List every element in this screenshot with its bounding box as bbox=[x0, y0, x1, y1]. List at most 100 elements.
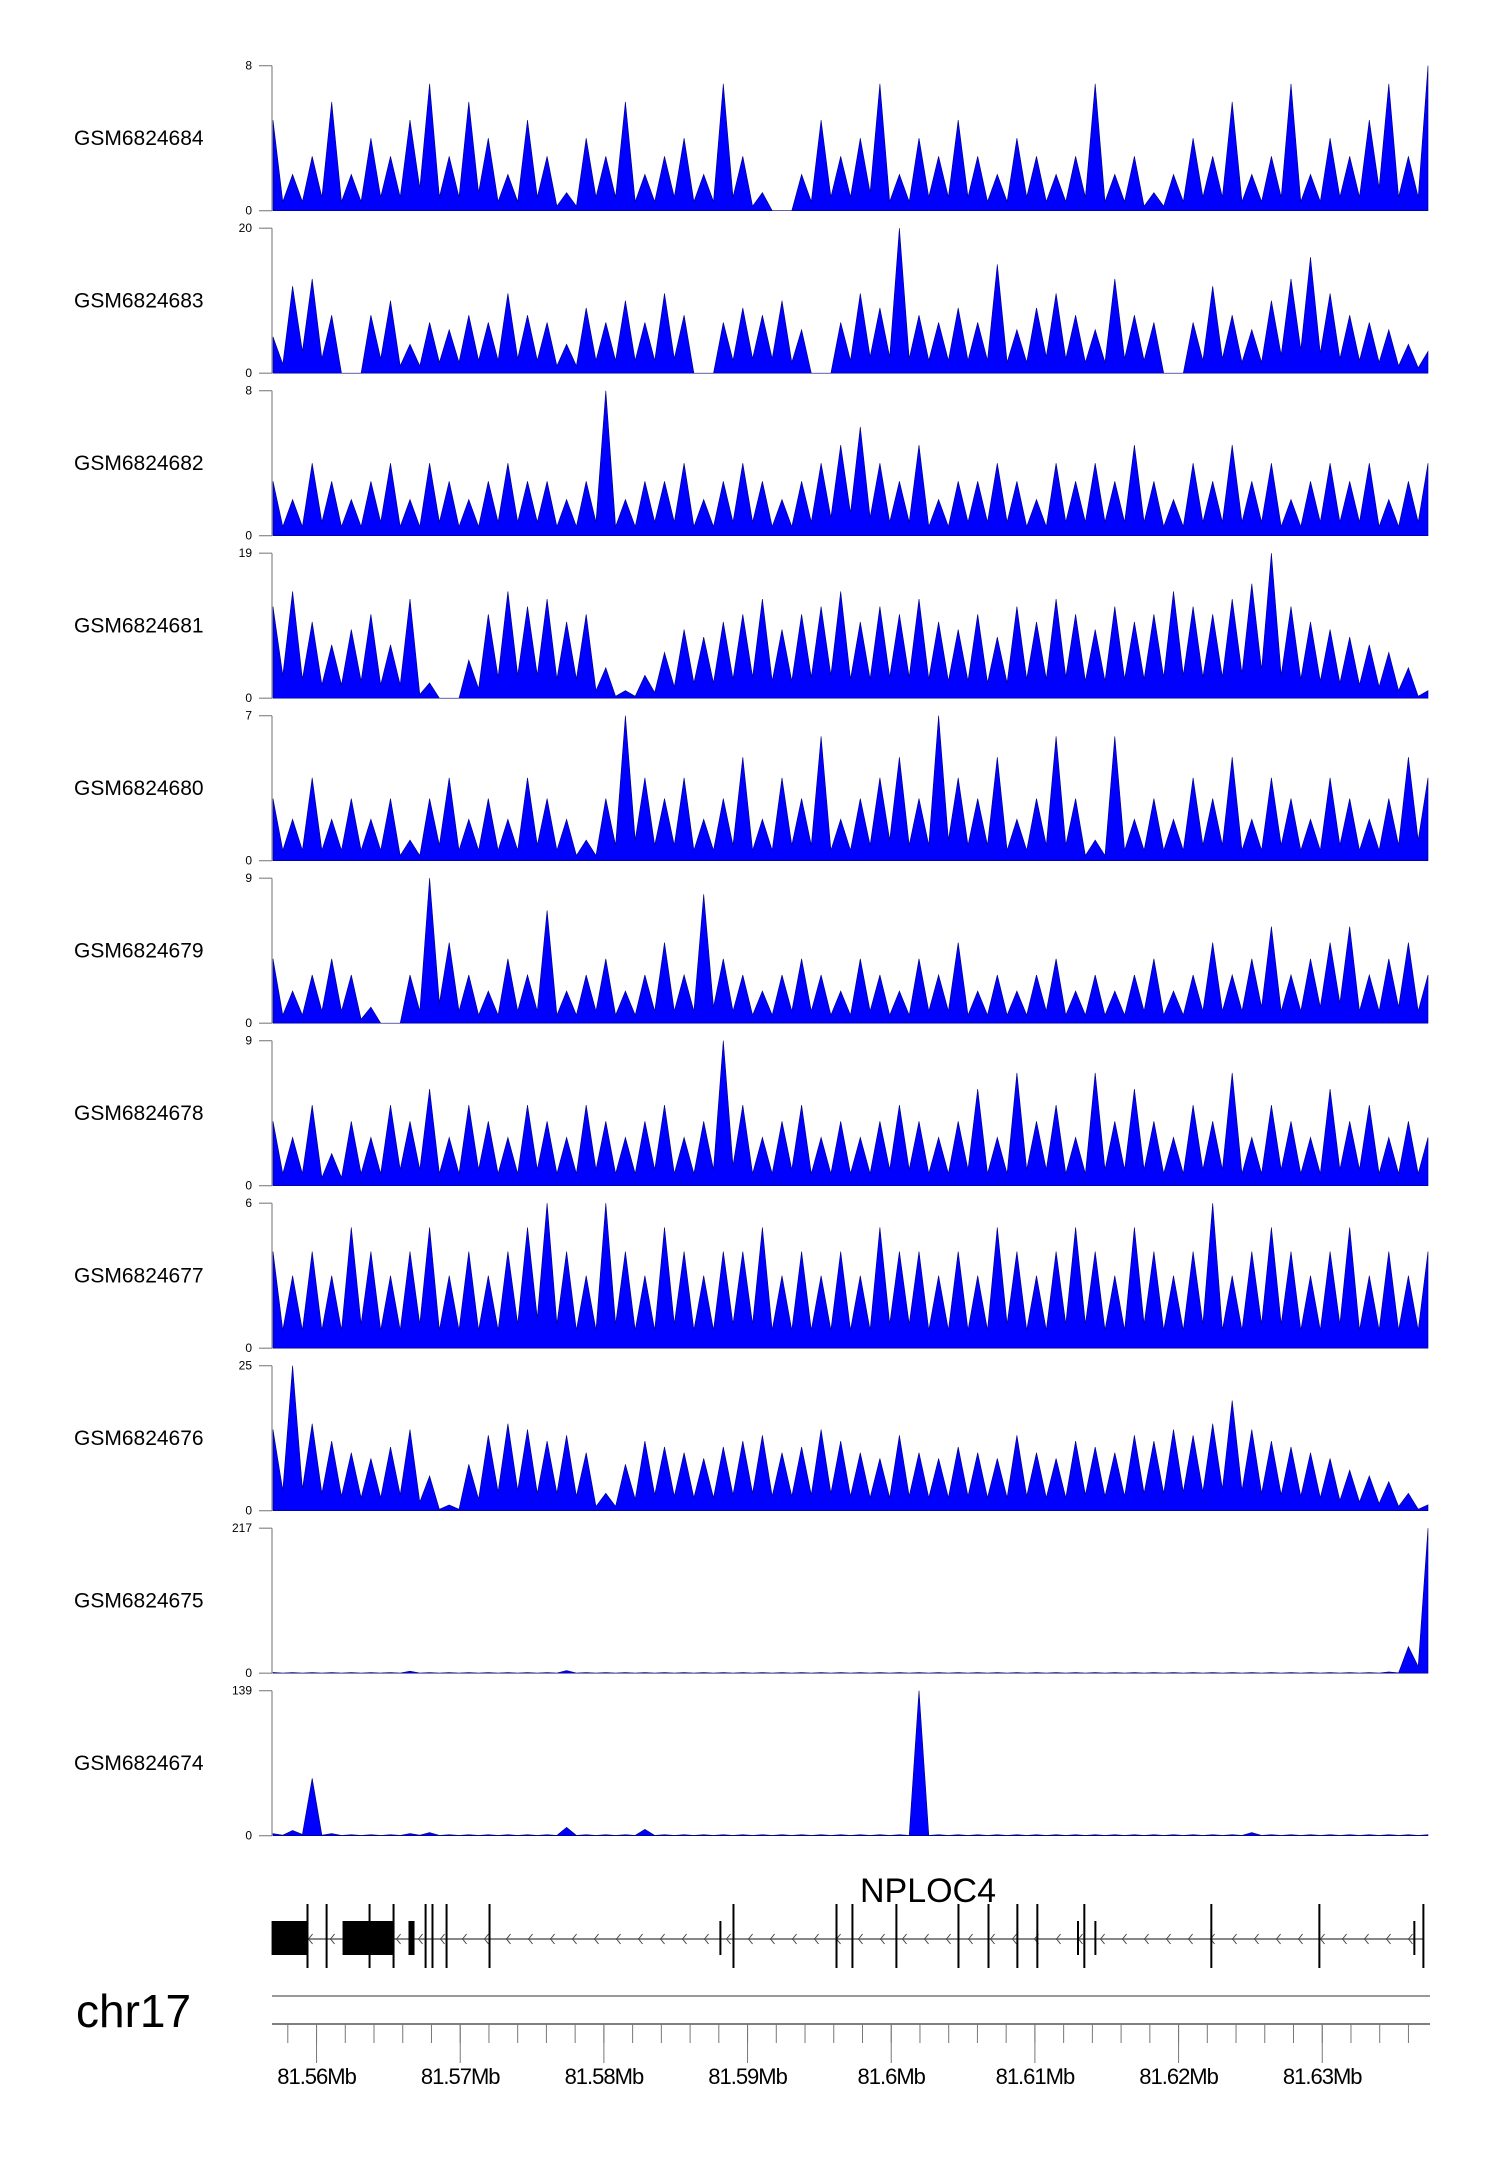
exon bbox=[342, 1921, 394, 1955]
strand-arrow-icon bbox=[439, 1933, 445, 1945]
coverage-area bbox=[272, 1040, 1429, 1186]
strand-arrow-icon bbox=[659, 1933, 665, 1945]
strand-arrow-icon bbox=[417, 1933, 423, 1945]
strand-arrow-icon bbox=[571, 1933, 577, 1945]
coverage-area bbox=[272, 715, 1429, 861]
strand-arrow-icon bbox=[681, 1933, 687, 1945]
y-tick-label-max: 9 bbox=[245, 1034, 252, 1048]
gene-track: NPLOC4 bbox=[271, 1872, 1425, 1968]
y-tick-label-min: 0 bbox=[245, 204, 252, 218]
strand-arrow-icon bbox=[1253, 1933, 1259, 1945]
strand-arrow-icon bbox=[1143, 1933, 1149, 1945]
y-tick-label-max: 20 bbox=[239, 221, 253, 235]
strand-arrow-icon bbox=[307, 1933, 313, 1945]
coverage-area bbox=[272, 553, 1429, 699]
strand-arrow-icon bbox=[857, 1933, 863, 1945]
y-tick-label-max: 19 bbox=[239, 546, 253, 560]
strand-arrow-icon bbox=[901, 1933, 907, 1945]
track-label: GSM6824675 bbox=[74, 1590, 204, 1613]
strand-arrow-icon bbox=[483, 1933, 489, 1945]
strand-arrow-icon bbox=[1385, 1933, 1391, 1945]
strand-arrow-icon bbox=[1297, 1933, 1303, 1945]
coverage-area bbox=[272, 390, 1429, 536]
x-tick-label: 81.56Mb bbox=[277, 2064, 356, 2089]
y-tick-label-min: 0 bbox=[245, 1016, 252, 1030]
coverage-area bbox=[272, 1203, 1429, 1349]
track-label: GSM6824678 bbox=[74, 1102, 204, 1125]
track-GSM6824683: GSM6824683 20 0 bbox=[74, 221, 1429, 380]
track-label: GSM6824677 bbox=[74, 1265, 204, 1288]
track-label: GSM6824684 bbox=[74, 127, 204, 150]
track-label: GSM6824680 bbox=[74, 777, 204, 800]
exon bbox=[408, 1921, 415, 1955]
strand-arrow-icon bbox=[637, 1933, 643, 1945]
track-label: GSM6824682 bbox=[74, 452, 204, 475]
x-tick-label: 81.62Mb bbox=[1139, 2064, 1218, 2089]
y-tick-label-min: 0 bbox=[245, 1341, 252, 1355]
y-tick-label-max: 9 bbox=[245, 871, 252, 885]
strand-arrow-icon bbox=[1407, 1933, 1413, 1945]
x-tick-label: 81.6Mb bbox=[858, 2064, 926, 2089]
x-tick-label: 81.58Mb bbox=[565, 2064, 644, 2089]
strand-arrow-icon bbox=[813, 1933, 819, 1945]
y-tick-label-min: 0 bbox=[245, 691, 252, 705]
strand-arrow-icon bbox=[1121, 1933, 1127, 1945]
x-tick-label: 81.61Mb bbox=[996, 2064, 1075, 2089]
track-GSM6824679: GSM6824679 9 0 bbox=[74, 871, 1429, 1030]
y-tick-label-max: 217 bbox=[232, 1521, 252, 1535]
track-label: GSM6824679 bbox=[74, 940, 204, 963]
track-GSM6824676: GSM6824676 25 0 bbox=[74, 1359, 1429, 1518]
chromosome-label: chr17 bbox=[76, 1985, 191, 2037]
track-GSM6824684: GSM6824684 8 0 bbox=[74, 59, 1429, 218]
strand-arrow-icon bbox=[1319, 1933, 1325, 1945]
track-GSM6824674: GSM6824674 139 0 bbox=[74, 1684, 1429, 1843]
track-label: GSM6824674 bbox=[74, 1752, 204, 1775]
y-tick-label-max: 25 bbox=[239, 1359, 253, 1373]
y-tick-label-min: 0 bbox=[245, 1504, 252, 1518]
y-tick-label-min: 0 bbox=[245, 366, 252, 380]
y-tick-label-min: 0 bbox=[245, 854, 252, 868]
track-label: GSM6824681 bbox=[74, 615, 204, 638]
strand-arrow-icon bbox=[395, 1933, 401, 1945]
strand-arrow-icon bbox=[791, 1933, 797, 1945]
strand-arrow-icon bbox=[1165, 1933, 1171, 1945]
strand-arrow-icon bbox=[1099, 1933, 1105, 1945]
track-GSM6824678: GSM6824678 9 0 bbox=[74, 1034, 1429, 1193]
strand-arrow-icon bbox=[725, 1933, 731, 1945]
genome-axis: 81.56Mb 81.57Mb 81.58Mb 81.59Mb 81.6Mb 81.61M… bbox=[272, 1995, 1430, 2089]
strand-arrow-icon bbox=[1011, 1933, 1017, 1945]
y-tick-label-min: 0 bbox=[245, 1179, 252, 1193]
strand-arrow-icon bbox=[879, 1933, 885, 1945]
strand-arrow-icon bbox=[527, 1933, 533, 1945]
coverage-area bbox=[272, 1365, 1429, 1511]
strand-arrow-icon bbox=[989, 1933, 995, 1945]
strand-arrow-icon bbox=[1363, 1933, 1369, 1945]
strand-arrow-icon bbox=[703, 1933, 709, 1945]
strand-arrow-icon bbox=[747, 1933, 753, 1945]
x-tick-label: 81.59Mb bbox=[708, 2064, 787, 2089]
strand-arrow-icon bbox=[329, 1933, 335, 1945]
strand-arrow-icon bbox=[1055, 1933, 1061, 1945]
strand-arrow-icon bbox=[1231, 1933, 1237, 1945]
coverage-area bbox=[272, 228, 1429, 374]
strand-arrow-icon bbox=[1275, 1933, 1281, 1945]
track-GSM6824681: GSM6824681 19 0 bbox=[74, 546, 1429, 705]
track-GSM6824675: GSM6824675 217 0 bbox=[74, 1521, 1429, 1680]
strand-arrow-icon bbox=[945, 1933, 951, 1945]
track-GSM6824682: GSM6824682 8 0 bbox=[74, 384, 1429, 543]
strand-arrow-icon bbox=[1341, 1933, 1347, 1945]
y-tick-label-max: 8 bbox=[245, 59, 252, 73]
strand-arrow-icon bbox=[549, 1933, 555, 1945]
x-tick-label: 81.57Mb bbox=[421, 2064, 500, 2089]
y-tick-label-min: 0 bbox=[245, 529, 252, 543]
track-label: GSM6824676 bbox=[74, 1427, 204, 1450]
x-tick-label: 81.63Mb bbox=[1283, 2064, 1362, 2089]
strand-arrow-icon bbox=[505, 1933, 511, 1945]
strand-arrow-icon bbox=[923, 1933, 929, 1945]
coverage-area bbox=[272, 65, 1429, 211]
y-tick-label-min: 0 bbox=[245, 1666, 252, 1680]
strand-arrow-icon bbox=[461, 1933, 467, 1945]
y-tick-label-max: 6 bbox=[245, 1196, 252, 1210]
coverage-tracks: GSM682468480GSM6824683200GSM682468280GSM… bbox=[74, 59, 1429, 1843]
